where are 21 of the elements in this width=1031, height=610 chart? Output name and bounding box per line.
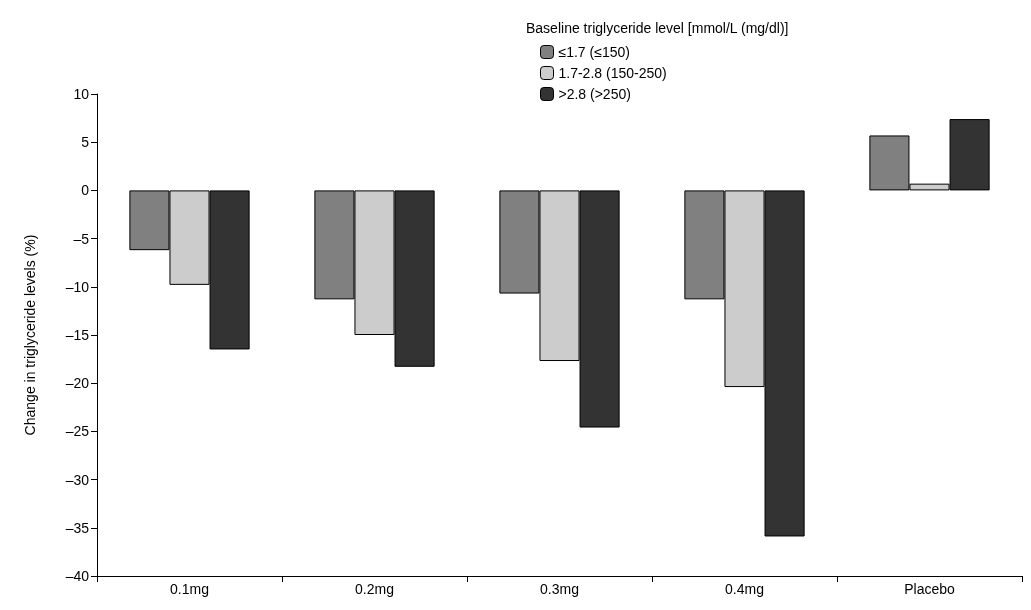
- x-tick-label: 0.1mg: [170, 581, 209, 597]
- y-tick-label: –5: [73, 230, 90, 247]
- legend-label: >2.8 (>250): [558, 86, 631, 102]
- legend-label: 1.7-2.8 (150-250): [558, 65, 667, 81]
- y-tick-label: –25: [65, 423, 90, 440]
- x-tick-label: 0.3mg: [540, 581, 579, 597]
- y-tick-label: –20: [65, 375, 90, 392]
- y-tick-label: –15: [65, 327, 90, 343]
- y-axis-title: Change in triglyceride levels (%): [22, 234, 38, 436]
- legend-label: ≤1.7 (≤150): [558, 44, 630, 60]
- legend-title: Baseline triglyceride level [mmol/L (mg/dl)]: [526, 20, 789, 36]
- x-tick-label: Placebo: [904, 581, 956, 597]
- x-tick-label: 0.2mg: [355, 581, 394, 597]
- y-tick-label: –40: [65, 568, 90, 584]
- y-tick-label: –35: [65, 519, 90, 536]
- y-tick-label: –10: [65, 278, 90, 295]
- y-tick-label: –30: [65, 471, 90, 488]
- y-tick-label: 10: [73, 86, 90, 102]
- y-tick-label: 5: [81, 134, 90, 151]
- y-tick-label: 0: [81, 182, 90, 199]
- x-tick-label: 0.4mg: [725, 581, 764, 597]
